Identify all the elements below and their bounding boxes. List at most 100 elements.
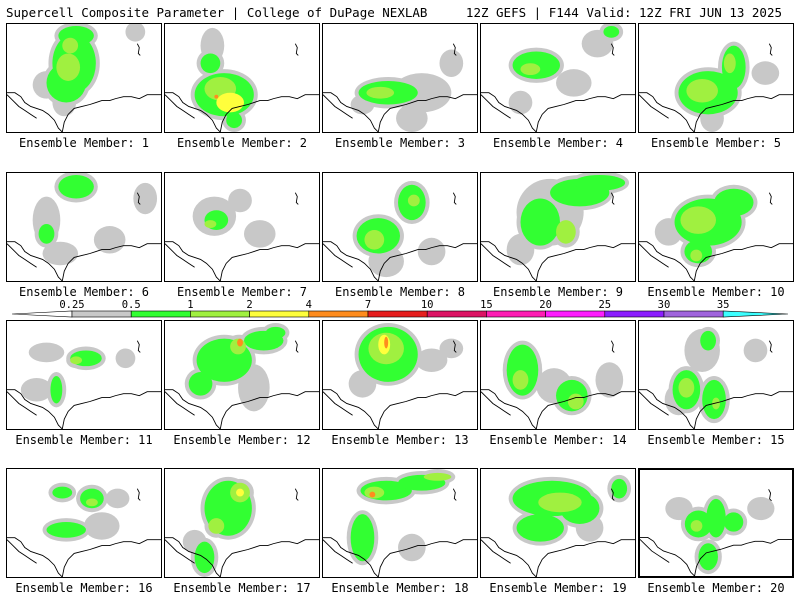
coastline [481,537,635,577]
page-title: Supercell Composite Parameter | College … [6,5,428,20]
ensemble-member-map-19[interactable] [480,468,636,578]
ensemble-member-label: Ensemble Member: 8 [334,285,466,299]
coastline [639,94,669,119]
ensemble-member-map-5[interactable] [638,23,794,133]
colorbar-tick-label: 2 [246,299,252,311]
scp-contour-fill [232,192,248,209]
scp-contour-fill [265,326,286,339]
ensemble-member-map-6[interactable] [6,172,162,282]
ensemble-member-label: Ensemble Member: 3 [334,136,466,150]
lake-outline [768,192,773,205]
scp-field-plot [165,27,319,132]
colorbar-tick-label: 7 [365,299,371,311]
ensemble-member-map-15[interactable] [638,320,794,430]
scp-colorbar: 0.25 0.5 1 2 4 7 10 15 20 25 30 35 [12,299,788,318]
ensemble-member-label: Ensemble Member: 20 [647,581,785,595]
ensemble-member-label: Ensemble Member: 4 [492,136,624,150]
scp-contour-fill [56,53,81,81]
scp-contour-fill [24,381,49,398]
colorbar-low-arrow [12,310,73,318]
scp-contour-fill [85,498,98,507]
ensemble-member-map-18[interactable] [322,468,478,578]
ensemble-member-map-7[interactable] [164,172,320,282]
coastline [323,539,353,564]
colorbar-high-arrow [722,310,788,318]
scp-field-plot [481,173,635,281]
coastline [7,241,161,281]
scp-contour-fill [714,188,754,217]
lake-outline [768,489,772,502]
ensemble-member-label: Ensemble Member: 1 [18,136,150,150]
scp-contour-fill [52,486,73,499]
scp-contour-fill [46,522,86,538]
ensemble-member-map-13[interactable] [322,320,478,430]
coastline [639,243,669,268]
coastline [165,241,319,281]
ensemble-member-map-10[interactable] [638,172,794,282]
scp-contour-fill [686,78,718,103]
colorbar-tick-label: 0.25 [59,299,84,311]
lake-outline [768,340,773,353]
ensemble-member-map-12[interactable] [164,320,320,430]
coastline [7,94,37,119]
coastline [7,92,161,132]
ensemble-member-map-14[interactable] [480,320,636,430]
scp-contour-fill [50,375,63,404]
ensemble-member-map-8[interactable] [322,172,478,282]
scp-contour-fill [58,174,94,199]
colorbar-segment [249,310,310,318]
coastline [481,241,635,281]
ensemble-member-map-1[interactable] [6,23,162,133]
ensemble-member-label: Ensemble Member: 2 [176,136,308,150]
ensemble-member-map-16[interactable] [6,468,162,578]
coastline [481,94,511,119]
ensemble-member-label: Ensemble Member: 15 [647,433,785,447]
ensemble-member-label: Ensemble Member: 5 [650,136,782,150]
ensemble-member-label: Ensemble Member: 18 [331,581,469,595]
ensemble-member-map-11[interactable] [6,320,162,430]
coastline [323,92,477,132]
colorbar-tick-label: 15 [480,299,493,311]
ensemble-member-label: Ensemble Member: 13 [331,433,469,447]
ensemble-member-map-17[interactable] [164,468,320,578]
ensemble-member-map-2[interactable] [164,23,320,133]
scp-contour-fill [419,352,444,369]
ensemble-member-map-20[interactable] [638,468,794,578]
scp-contour-fill [698,543,718,571]
scp-field-plot [481,474,635,577]
coastline [481,389,635,429]
scp-contour-fill [119,352,132,365]
scp-contour-fill [137,186,154,211]
coastline [165,92,319,132]
ensemble-member-map-9[interactable] [480,172,636,282]
ensemble-member-map-3[interactable] [322,23,478,133]
scp-field-plot [7,173,161,281]
scp-contour-fill [378,334,391,355]
scp-contour-fill [38,224,55,244]
model-run-info: 12Z GEFS | F144 Valid: 12Z FRI JUN 13 20… [465,5,782,20]
coastline [165,537,319,577]
lake-outline [294,488,299,501]
scp-contour-fill [443,342,460,355]
lake-outline [136,43,141,56]
scp-contour-fill [421,241,442,262]
colorbar-tick-label: 4 [306,299,312,311]
scp-contour-fill [603,25,620,38]
coastline [639,391,669,416]
scp-contour-fill [556,220,576,244]
scp-contour-fill [751,500,771,517]
scp-contour-fill [520,198,560,246]
scp-contour-fill [680,206,716,234]
scp-field-plot [165,476,319,577]
scp-contour-fill [573,174,626,191]
scp-field-plot [323,322,477,429]
scp-field-plot [640,489,792,576]
ensemble-member-label: Ensemble Member: 6 [18,285,150,299]
scp-contour-fill [599,366,620,394]
ensemble-member-label: Ensemble Member: 7 [176,285,308,299]
coastline [165,389,319,429]
ensemble-member-map-4[interactable] [480,23,636,133]
coastline [481,243,511,268]
coastline [165,243,195,268]
scp-contour-fill [80,488,104,509]
